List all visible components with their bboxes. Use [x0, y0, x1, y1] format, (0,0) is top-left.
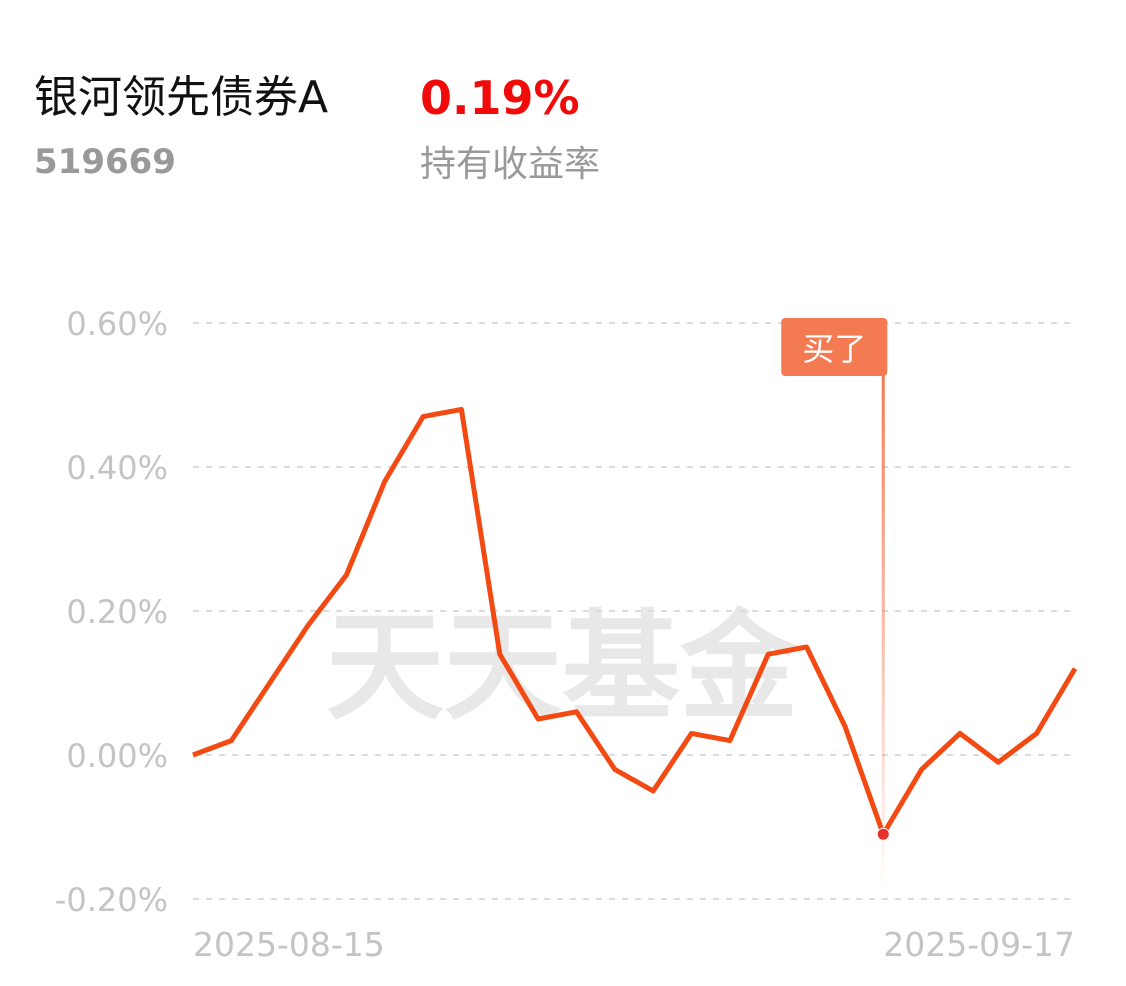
buy-point: [876, 827, 890, 841]
y-tick-label: 0.40%: [66, 449, 168, 487]
y-tick-label: 0.20%: [66, 593, 168, 631]
buy-tag-text: 买了: [802, 330, 866, 368]
y-tick-label: -0.20%: [55, 881, 168, 919]
fund-code: 519669: [34, 142, 176, 182]
buy-tag: [781, 318, 888, 376]
fund-title: 银河领先债券A: [34, 72, 328, 123]
y-tick-label: 0.60%: [66, 305, 168, 343]
chart: 天天基金-0.20%0.00%0.20%0.40%0.60%2025-08-15…: [55, 305, 1078, 964]
return-value: 0.19%: [420, 71, 580, 125]
x-tick-label: 2025-09-17: [883, 925, 1075, 964]
line-series: [192, 406, 1078, 837]
x-tick-label: 2025-08-15: [193, 925, 385, 964]
buy-guide-line: [881, 376, 885, 890]
y-tick-label: 0.00%: [66, 737, 168, 775]
return-label: 持有收益率: [420, 144, 600, 185]
